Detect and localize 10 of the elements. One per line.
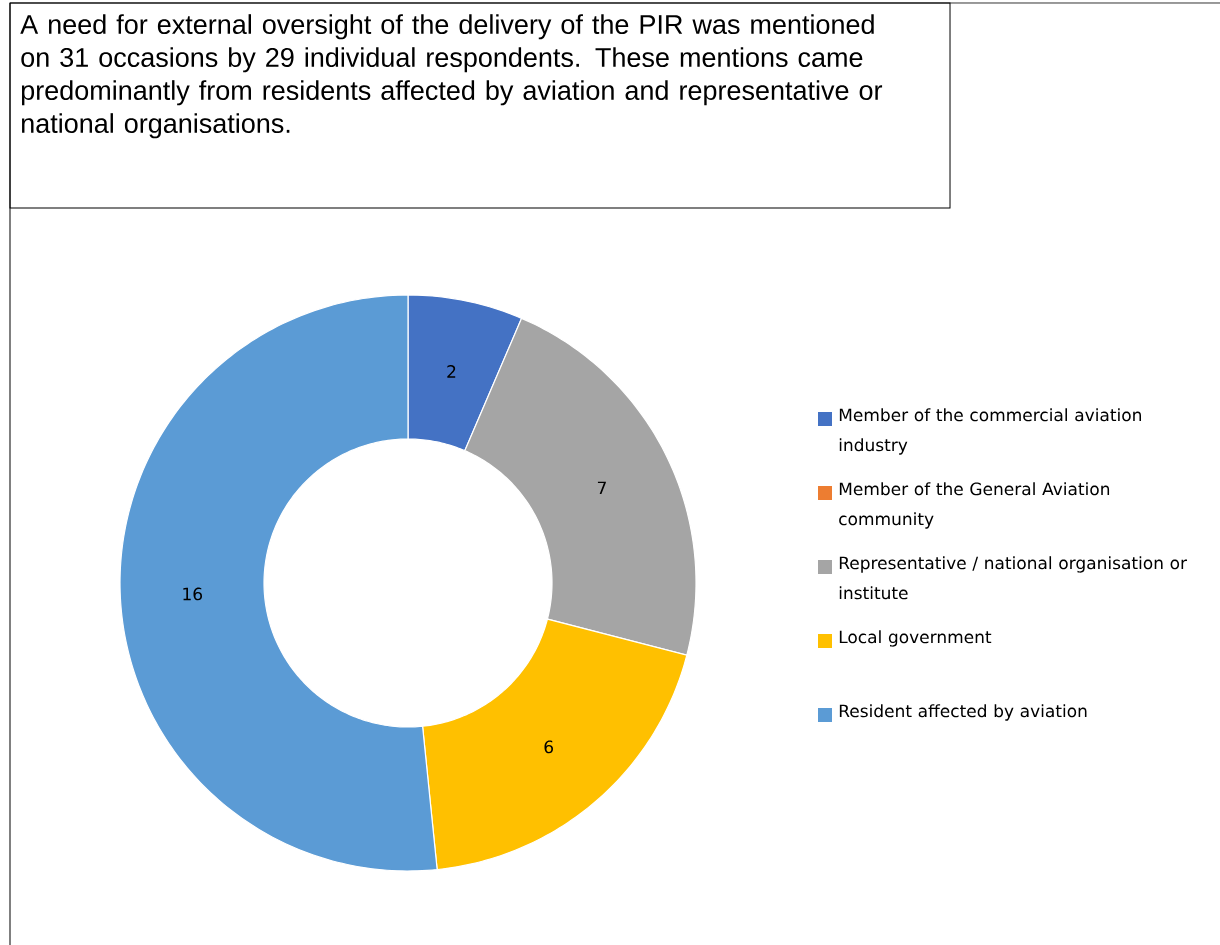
data-label: 7 [597,481,606,495]
chart-title: A need for external oversight of the delivery of the PIR was mentioned on 31 occasions by 29 individual respondents. These mentions came predominantly from residents affected by aviation and representative or national organisations. [20,14,883,139]
legend-label: Member of the commercial aviation industry [839,408,1141,455]
data-label: 16 [183,587,203,601]
data-label: 6 [544,740,554,754]
legend-label: Local government [839,630,992,647]
legend-label: Representative / national organisation or institute [839,556,1188,600]
legend-label: Resident affected by aviation [839,704,1087,721]
legend-label: Member of the General Aviation community [839,482,1110,529]
data-label: 2 [447,365,456,378]
